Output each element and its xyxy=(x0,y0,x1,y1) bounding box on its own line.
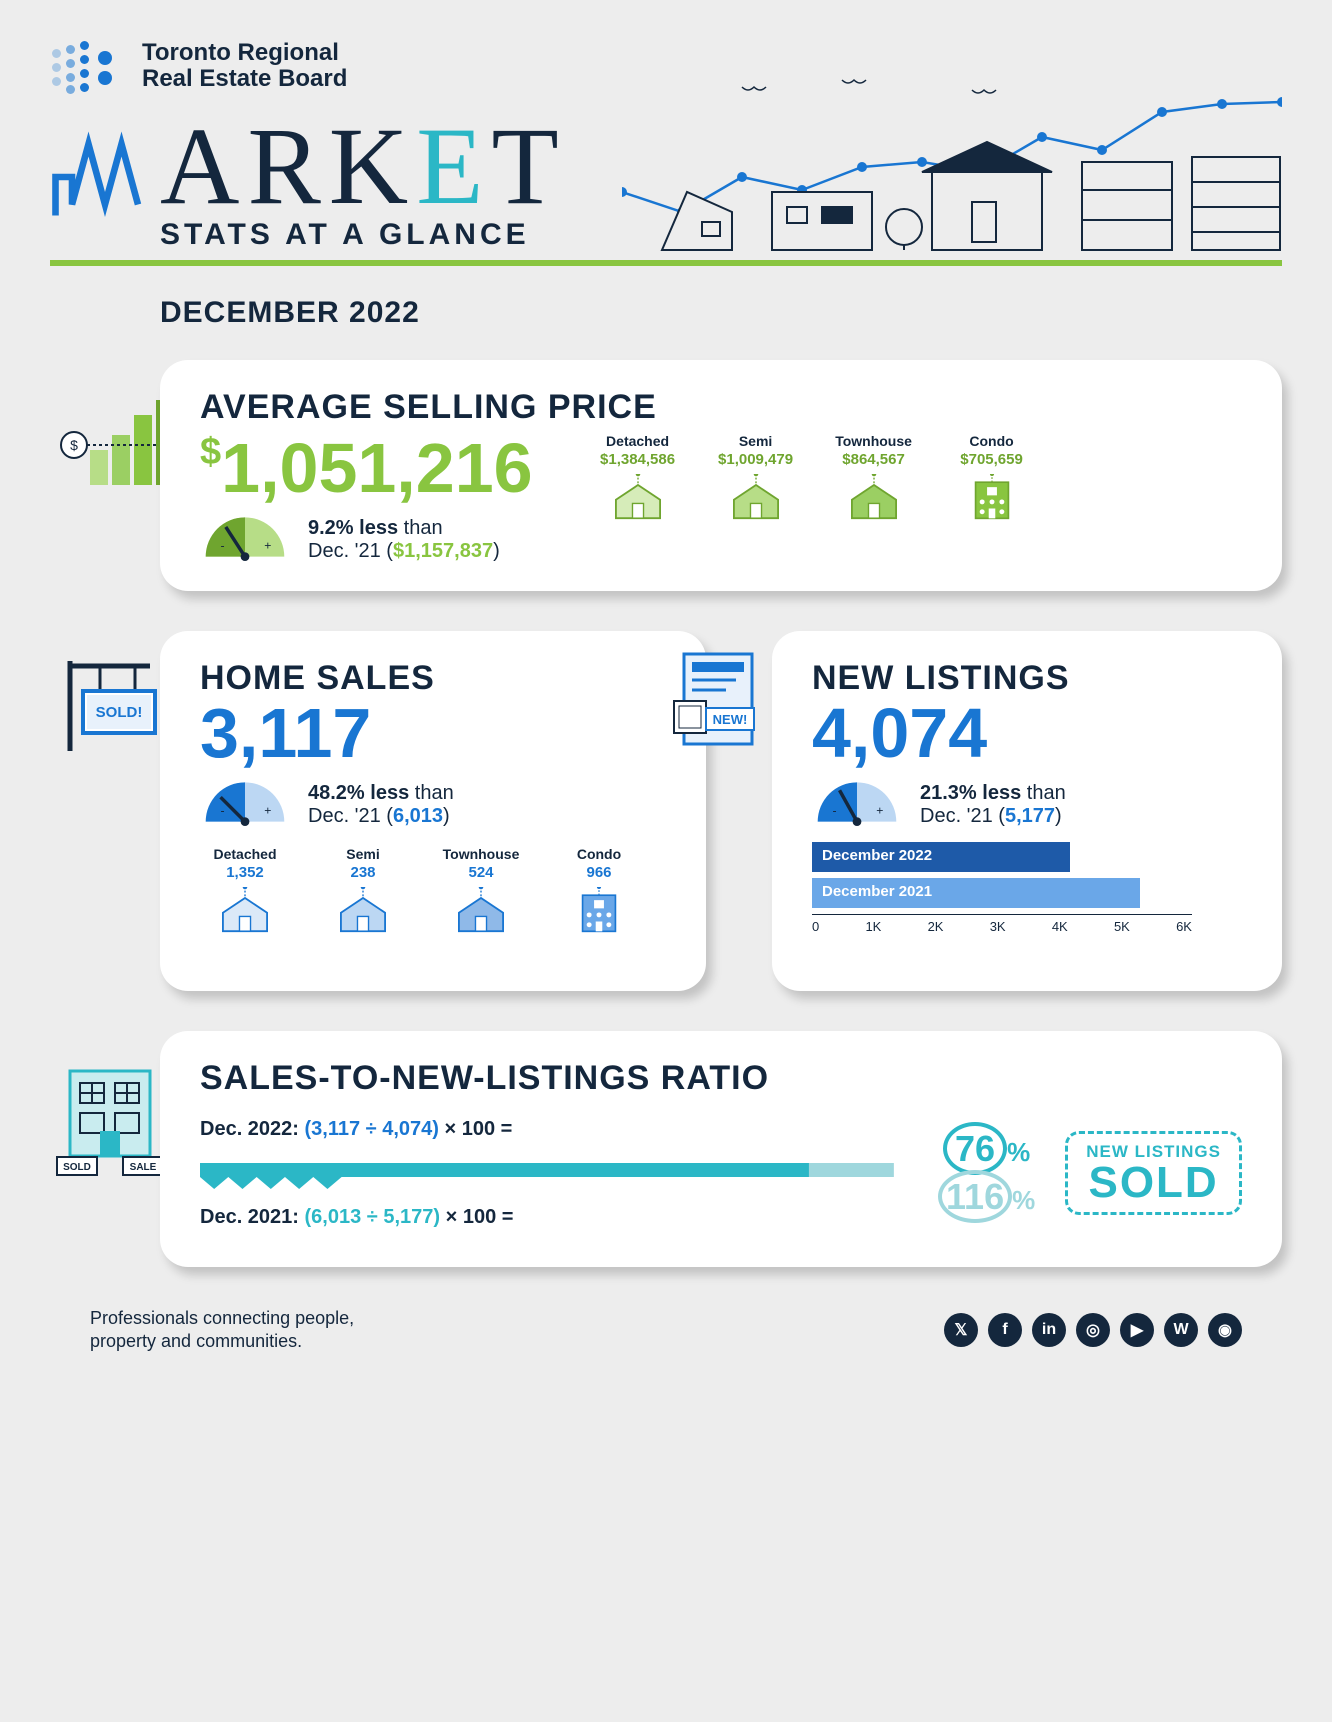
hero-skyline-icon xyxy=(622,72,1282,252)
podcast-icon[interactable]: ◉ xyxy=(1208,1313,1242,1347)
svg-text:+: + xyxy=(876,803,883,817)
svg-text:+: + xyxy=(264,803,271,817)
new-listings-change: 21.3% less thanDec. '21 (5,177) xyxy=(920,782,1066,828)
footer: Professionals connecting people, propert… xyxy=(50,1307,1282,1354)
sales-type-item: Semi238 xyxy=(318,846,408,936)
key-icon xyxy=(200,1151,908,1191)
ratio-pct-2021: 116% xyxy=(938,1176,1035,1218)
price-type-item: Townhouse$864,567 xyxy=(829,433,919,523)
ratio-formula-2021: Dec. 2021: (6,013 ÷ 5,177) × 100 = xyxy=(200,1206,908,1229)
section-sales-listings: SOLD! HOME SALES 3,117 -+ 48.2% less tha… xyxy=(160,631,1282,991)
sold-sign-icon: SOLD! xyxy=(55,651,175,761)
svg-text:-: - xyxy=(833,803,837,817)
section-ratio: SOLD SALE SALES-TO-NEW-LISTINGS RATIO De… xyxy=(160,1031,1282,1267)
section-avg-price: $ AVERAGE SELLING PRICE $1,051,216 -+ 9.… xyxy=(160,360,1282,591)
svg-text:NEW!: NEW! xyxy=(713,712,748,727)
svg-text:-: - xyxy=(221,803,225,817)
ratio-title: SALES-TO-NEW-LISTINGS RATIO xyxy=(200,1059,1242,1098)
svg-text:$: $ xyxy=(70,437,78,453)
svg-text:SOLD: SOLD xyxy=(63,1162,91,1173)
avg-price-change: 9.2% less thanDec. '21 ($1,157,837) xyxy=(308,517,500,563)
svg-text:SALE: SALE xyxy=(130,1162,157,1173)
new-listing-icon: NEW! xyxy=(666,646,766,756)
linkedin-icon[interactable]: in xyxy=(1032,1313,1066,1347)
new-listings-title: NEW LISTINGS xyxy=(812,659,1242,698)
listings-axis: 01K2K3K4K5K6K xyxy=(812,914,1192,934)
sales-type-item: Detached1,352 xyxy=(200,846,290,936)
instagram-icon[interactable]: ◎ xyxy=(1076,1313,1110,1347)
facebook-icon[interactable]: f xyxy=(988,1313,1022,1347)
price-type-item: Condo$705,659 xyxy=(947,433,1037,523)
avg-price-by-type: Detached$1,384,586 Semi$1,009,479 Townhous… xyxy=(593,433,1037,523)
report-month: DECEMBER 2022 xyxy=(160,296,1282,330)
sales-type-item: Condo966 xyxy=(554,846,644,936)
footer-tagline: Professionals connecting people, propert… xyxy=(90,1307,354,1354)
building-icon: SOLD SALE xyxy=(55,1061,165,1181)
hero-header: ARKET STATS AT A GLANCE xyxy=(50,103,1282,266)
ratio-pct-2022: 76% xyxy=(938,1128,1035,1170)
home-sales-value: 3,117 xyxy=(200,698,666,768)
brand-name: Toronto Regional Real Estate Board xyxy=(142,40,347,93)
gauge-down-icon: -+ xyxy=(200,513,290,561)
avg-price-value: $1,051,216 xyxy=(200,433,533,503)
ratio-sold-badge: NEW LISTINGS SOLD xyxy=(1065,1131,1242,1215)
new-listings-bar-chart: December 2022 December 2021 01K2K3K4K5K6K xyxy=(812,842,1242,934)
social-icons: 𝕏fin ◎ ▶ W ◉ xyxy=(944,1313,1242,1347)
ratio-formula-2022: Dec. 2022: (3,117 ÷ 4,074) × 100 = xyxy=(200,1118,908,1141)
wordpress-icon[interactable]: W xyxy=(1164,1313,1198,1347)
svg-text:-: - xyxy=(221,538,225,552)
listings-bar: December 2021 xyxy=(812,878,1242,908)
svg-text:SOLD!: SOLD! xyxy=(96,704,143,721)
youtube-icon[interactable]: ▶ xyxy=(1120,1313,1154,1347)
home-sales-change: 48.2% less thanDec. '21 (6,013) xyxy=(308,782,454,828)
home-sales-title: HOME SALES xyxy=(200,659,666,698)
price-type-item: Detached$1,384,586 xyxy=(593,433,683,523)
logo-dots-icon xyxy=(50,41,130,91)
new-listings-value: 4,074 xyxy=(812,698,1242,768)
home-sales-by-type: Detached1,352 Semi238 Townhouse524 Condo966 xyxy=(200,846,666,936)
svg-text:+: + xyxy=(264,538,271,552)
avg-price-title: AVERAGE SELLING PRICE xyxy=(200,388,1242,427)
listings-bar: December 2022 xyxy=(812,842,1242,872)
gauge-down-icon: -+ xyxy=(200,778,290,826)
price-type-item: Semi$1,009,479 xyxy=(711,433,801,523)
twitter-icon[interactable]: 𝕏 xyxy=(944,1313,978,1347)
gauge-down-icon: -+ xyxy=(812,778,902,826)
sales-type-item: Townhouse524 xyxy=(436,846,526,936)
